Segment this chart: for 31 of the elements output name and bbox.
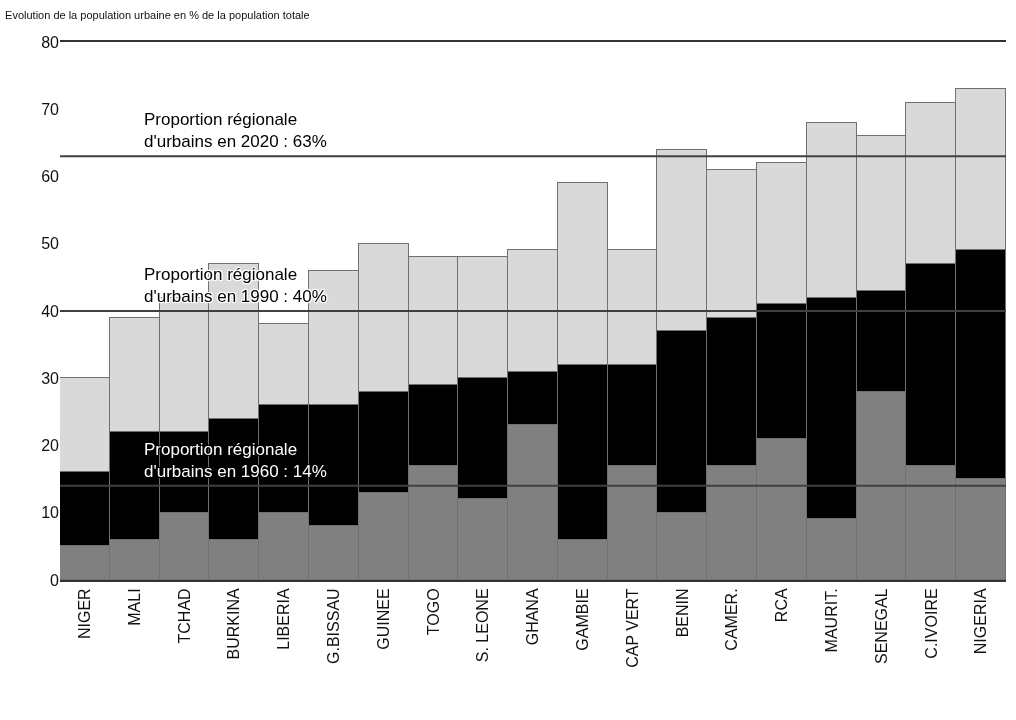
y-tick-label: 80 bbox=[41, 33, 60, 51]
x-tick-label: MALI bbox=[125, 588, 143, 626]
y-tick-label: 50 bbox=[41, 235, 60, 253]
x-tick-label: C.IVOIRE bbox=[922, 588, 940, 659]
x-tick-label: CAP VERT bbox=[623, 588, 641, 668]
y-tick-label: 30 bbox=[41, 369, 60, 387]
x-tick-label: BENIN bbox=[673, 588, 691, 638]
y-tick-label: 40 bbox=[41, 302, 60, 320]
x-tick-label: BURKINA bbox=[225, 588, 243, 660]
chart-title: Evolution de la population urbaine en % de la population totale bbox=[5, 8, 310, 21]
ref-line-label: Proportion régionale d'urbains en 1960 : 14% bbox=[144, 440, 327, 482]
x-tick-label: RCA bbox=[773, 588, 791, 623]
y-tick-label: 0 bbox=[50, 571, 60, 589]
y-tick-label: 20 bbox=[41, 437, 60, 455]
y-tick-label: 10 bbox=[41, 504, 60, 522]
x-tick-label: NIGER bbox=[76, 588, 94, 640]
x-tick-label: GAMBIE bbox=[573, 588, 591, 651]
y-tick-label: 70 bbox=[41, 100, 60, 118]
x-tick-label: SENEGAL bbox=[872, 588, 890, 664]
x-tick-label: G.BISSAU bbox=[325, 588, 343, 664]
x-tick-label: GUINEE bbox=[374, 588, 392, 650]
x-tick-label: S. LEONE bbox=[474, 588, 492, 663]
y-tick-label: 60 bbox=[41, 168, 60, 186]
x-tick-label: CAMER. bbox=[723, 588, 741, 651]
ref-line-label: Proportion régionale d'urbains en 2020 : 63% bbox=[144, 110, 327, 152]
x-tick-label: MAURIT. bbox=[822, 588, 840, 653]
x-tick-label: TCHAD bbox=[175, 588, 193, 644]
x-tick-label: NIGERIA bbox=[972, 588, 990, 655]
x-tick-label: TOGO bbox=[424, 588, 442, 636]
x-tick-label: LIBERIA bbox=[275, 588, 293, 650]
x-tick-label: GHANA bbox=[524, 588, 542, 646]
